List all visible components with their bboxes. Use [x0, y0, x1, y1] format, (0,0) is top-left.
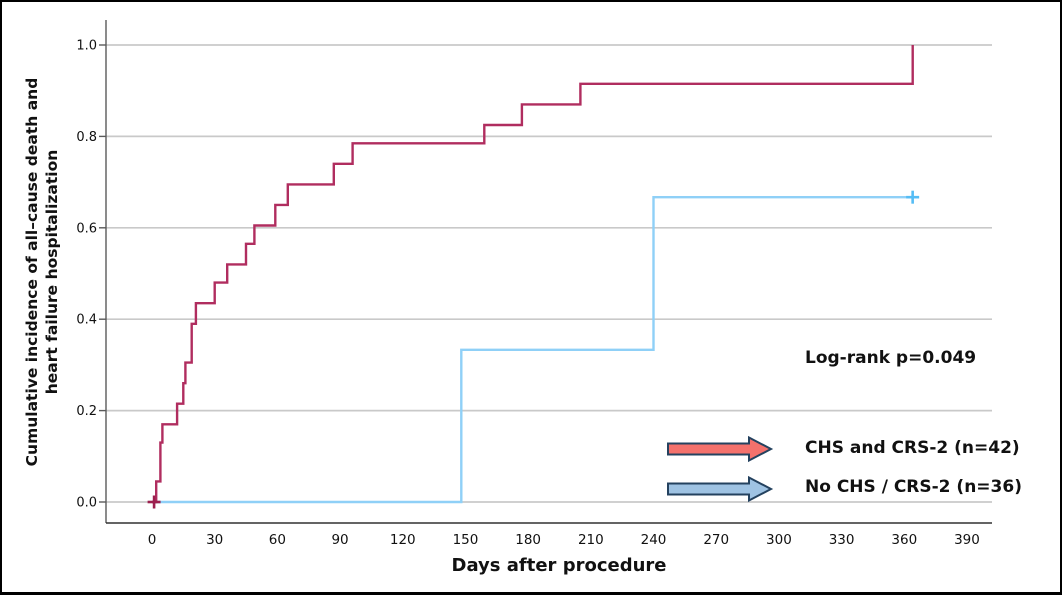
x-tick-label: 30: [206, 532, 223, 548]
x-tick-label: 90: [331, 532, 348, 548]
x-tick-label: 150: [453, 532, 479, 548]
legend-arrow-chs-and-crs-2: [667, 435, 774, 463]
x-tick-label: 210: [578, 532, 604, 548]
x-tick-label: 120: [390, 532, 416, 548]
x-tick-label: 300: [766, 532, 792, 548]
curve-no-chs-crs-2: [152, 196, 913, 504]
legend-label-chs-and-crs-2: CHS and CRS-2 (n=42): [805, 438, 1020, 458]
x-tick-label: 390: [954, 532, 980, 548]
y-tick-label: 0.8: [76, 130, 97, 145]
y-tick-label: 0.2: [76, 404, 97, 419]
x-tick-label: 180: [515, 532, 541, 548]
log-rank-annotation: Log-rank p=0.049: [805, 348, 977, 368]
x-tick-label: 0: [148, 532, 157, 548]
y-tick-label: 0.4: [76, 313, 97, 328]
x-tick-label: 330: [829, 532, 855, 548]
y-tick-label: 0.6: [76, 221, 97, 236]
x-tick-label: 60: [269, 532, 286, 548]
x-tick-label: 360: [891, 532, 917, 548]
legend-label-no-chs-crs-2: No CHS / CRS-2 (n=36): [805, 477, 1022, 497]
x-tick-label: 240: [641, 532, 667, 548]
y-tick-label: 1.0: [76, 39, 97, 54]
curve-chs-and-crs-2: [152, 45, 914, 504]
y-tick-label: 0.0: [76, 496, 97, 511]
legend-arrow-no-chs-crs-2: [667, 475, 774, 503]
y-axis-title: Cumulative incidence of all–cause death …: [22, 2, 64, 592]
y-axis-title-line-2: heart failure hospitalization: [43, 149, 61, 395]
x-tick-label: 270: [703, 532, 729, 548]
y-axis-title-line-1: Cumulative incidence of all–cause death …: [23, 77, 41, 467]
x-axis-title: Days after procedure: [451, 555, 667, 576]
